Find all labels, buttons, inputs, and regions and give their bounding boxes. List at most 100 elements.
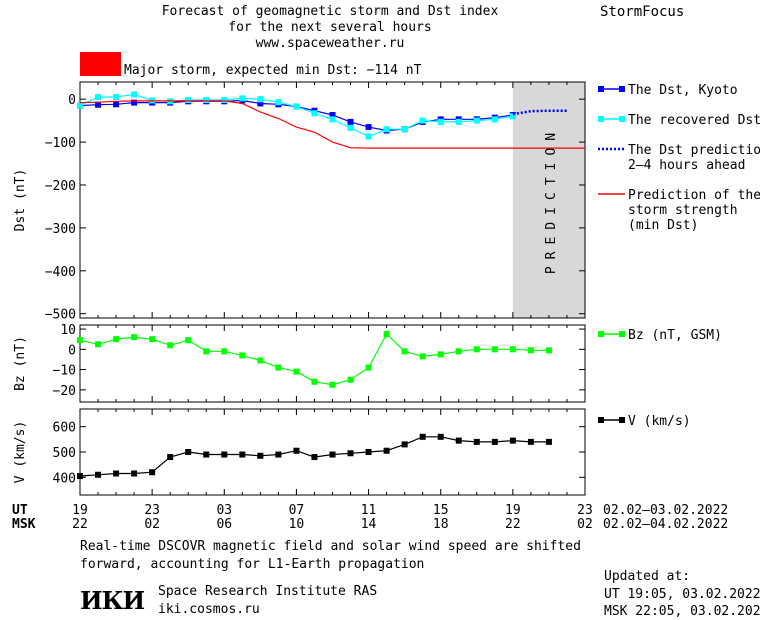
data-point-v [455, 437, 462, 444]
data-point-v [473, 438, 480, 445]
data-point-v [293, 447, 300, 454]
data-point-bz [545, 347, 552, 354]
data-point-bz [293, 368, 300, 375]
data-point-dst [77, 102, 83, 109]
y-axis-label-v: V (km/s) [13, 421, 28, 484]
legend-marker [619, 116, 625, 122]
msk-tick-label: 02 [144, 517, 160, 532]
data-point-dst [347, 124, 354, 131]
data-point-dst [131, 99, 138, 106]
legend-label: V (km/s) [628, 414, 691, 429]
data-point-dst [365, 133, 372, 140]
ut-tick-label: 15 [433, 503, 449, 518]
data-point-dst [383, 126, 390, 133]
legend-label: The recovered Dst [628, 113, 760, 128]
legend-label: Bz (nT, GSM) [628, 328, 722, 343]
legend-marker [598, 331, 604, 337]
data-point-dst [131, 91, 138, 98]
data-point-dst [95, 101, 102, 108]
note-line1: Real-time DSCOVR magnetic field and sola… [80, 539, 581, 554]
institute-name: Space Research Institute RAS [158, 584, 378, 599]
data-point-v [401, 441, 408, 448]
note-line2: forward, accounting for L1-Earth propaga… [80, 557, 425, 572]
msk-date-range: 02.02–04.02.2022 [603, 517, 728, 532]
data-point-dst [491, 116, 498, 123]
data-point-v [149, 469, 156, 476]
legend-marker [598, 86, 604, 92]
data-point-bz [437, 351, 444, 358]
data-point-v [131, 470, 138, 477]
updated-msk: MSK 22:05, 03.02.2022 [604, 604, 760, 619]
msk-tick-label: 14 [361, 517, 377, 532]
data-point-v [185, 449, 192, 455]
msk-tick-label: 10 [289, 517, 305, 532]
data-point-v [329, 451, 336, 458]
storm-level-swatch [80, 52, 121, 76]
msk-tick-label: 22 [505, 517, 521, 532]
data-point-v [239, 451, 246, 458]
data-point-v [167, 454, 174, 461]
website-link[interactable]: www.spaceweather.ru [255, 36, 405, 51]
y-tick-label: 400 [53, 471, 76, 486]
y-tick-label: 0 [68, 93, 76, 108]
y-tick-label: −200 [45, 179, 76, 194]
data-point-bz [365, 364, 372, 371]
data-point-bz [419, 353, 426, 360]
msk-tick-label: 02 [577, 517, 593, 532]
data-point-dst [113, 101, 120, 108]
data-point-v [545, 438, 552, 445]
ut-date-range: 02.02–03.02.2022 [603, 503, 728, 518]
data-point-dst [329, 116, 336, 123]
legend-marker [619, 331, 625, 337]
data-point-v [275, 451, 282, 458]
msk-tick-label: 06 [216, 517, 232, 532]
y-tick-label: −20 [53, 384, 76, 399]
chart-title-line1: Forecast of geomagnetic storm and Dst in… [161, 4, 499, 19]
ut-tick-label: 11 [361, 503, 377, 518]
updated-label: Updated at: [604, 569, 691, 584]
data-point-dst [401, 126, 408, 133]
data-point-v [527, 438, 534, 445]
y-tick-label: −100 [45, 136, 76, 151]
data-point-bz [77, 337, 83, 344]
data-point-bz [473, 346, 480, 353]
data-point-v [203, 451, 210, 458]
data-point-v [365, 449, 372, 455]
y-axis-label-dst: Dst (nT) [13, 169, 28, 232]
data-point-dst [455, 118, 462, 125]
legend-marker [619, 86, 625, 92]
y-tick-label: 600 [53, 421, 76, 436]
data-point-dst [473, 117, 480, 124]
ut-tick-label: 19 [72, 503, 88, 518]
y-axis-label-bz: Bz (nT) [13, 336, 28, 391]
data-point-v [347, 450, 354, 457]
data-point-bz [329, 381, 336, 388]
data-point-bz [275, 364, 282, 371]
data-point-v [491, 438, 498, 445]
ut-tick-label: 19 [505, 503, 521, 518]
data-point-bz [455, 348, 462, 355]
data-point-bz [221, 348, 228, 355]
y-tick-label: −500 [45, 308, 76, 323]
data-point-dst [329, 112, 336, 119]
y-tick-label: 0 [68, 343, 76, 358]
data-point-bz [95, 341, 102, 348]
data-point-bz [185, 337, 192, 344]
data-point-dst [293, 103, 300, 110]
ut-axis-label: UT [12, 503, 28, 518]
data-point-bz [257, 357, 264, 364]
updated-ut: UT 19:05, 03.02.2022 [604, 587, 760, 602]
legend-label: storm strength [628, 203, 738, 218]
data-point-v [437, 433, 444, 440]
y-tick-label: 10 [60, 323, 76, 338]
legend-marker [598, 116, 604, 122]
msk-tick-label: 22 [72, 517, 88, 532]
institute-url[interactable]: iki.cosmos.ru [158, 602, 260, 617]
data-point-bz [347, 376, 354, 383]
data-point-bz [491, 346, 498, 353]
msk-axis-label: MSK [12, 517, 36, 532]
data-point-bz [239, 352, 246, 359]
data-point-bz [311, 378, 318, 385]
data-point-dst [509, 113, 516, 120]
